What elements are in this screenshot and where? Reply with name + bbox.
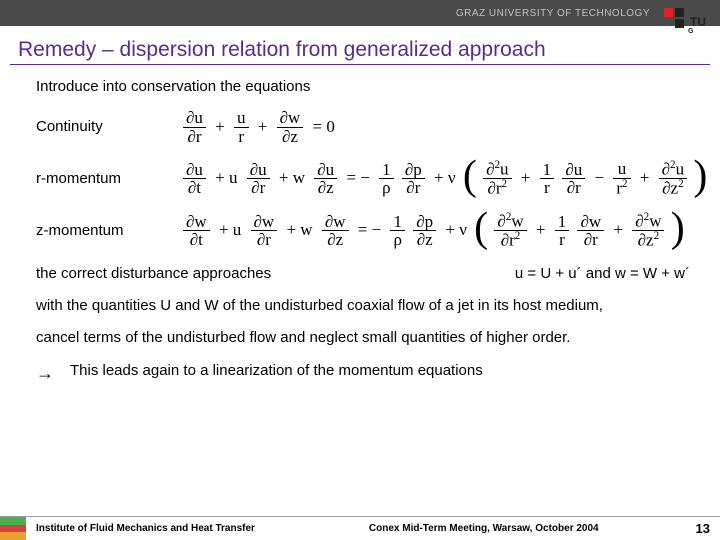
footer-institute: Institute of Fluid Mechanics and Heat Tr… [36, 523, 369, 534]
conclusion-text: This leads again to a linearization of t… [70, 361, 483, 385]
content-area: Introduce into conservation the equation… [0, 65, 720, 385]
university-name: GRAZ UNIVERSITY OF TECHNOLOGY [456, 8, 650, 19]
intro-text: Introduce into conservation the equation… [36, 77, 690, 97]
footer-stripes-icon [0, 517, 26, 540]
disturbance-label: the correct disturbance approaches [36, 264, 475, 284]
z-momentum-label: z-momentum [36, 221, 181, 241]
arrow-icon: → [36, 361, 70, 385]
header-bar: GRAZ UNIVERSITY OF TECHNOLOGY [0, 0, 720, 26]
z-momentum-row: z-momentum ∂w∂t + u ∂w∂r + w ∂w∂z = − 1ρ… [36, 212, 690, 250]
disturbance-expression: u = U + u´ and w = W + w´ [475, 264, 690, 284]
footer-bar: Institute of Fluid Mechanics and Heat Tr… [0, 516, 720, 540]
quantities-paragraph: with the quantities U and W of the undis… [36, 296, 690, 316]
svg-text:G: G [688, 28, 694, 34]
continuity-equation: ∂u∂r + ur + ∂w∂z = 0 [181, 109, 338, 146]
cancel-paragraph: cancel terms of the undisturbed flow and… [36, 328, 690, 348]
disturbance-line: the correct disturbance approaches u = U… [36, 264, 690, 284]
continuity-label: Continuity [36, 117, 181, 137]
conclusion-line: → This leads again to a linearization of… [36, 361, 690, 385]
slide-title: Remedy – dispersion relation from genera… [0, 26, 720, 64]
continuity-row: Continuity ∂u∂r + ur + ∂w∂z = 0 [36, 109, 690, 146]
r-momentum-label: r-momentum [36, 169, 181, 189]
r-momentum-equation: ∂u∂t + u ∂u∂r + w ∂u∂z = − 1ρ ∂p∂r + ν (… [181, 160, 707, 198]
page-number: 13 [686, 521, 720, 536]
svg-text:TU: TU [690, 15, 706, 29]
r-momentum-row: r-momentum ∂u∂t + u ∂u∂r + w ∂u∂z = − 1ρ… [36, 160, 690, 198]
tug-logo: TU G [664, 4, 706, 34]
footer-meeting: Conex Mid-Term Meeting, Warsaw, October … [369, 523, 686, 534]
z-momentum-equation: ∂w∂t + u ∂w∂r + w ∂w∂z = − 1ρ ∂p∂z + ν (… [181, 212, 685, 250]
